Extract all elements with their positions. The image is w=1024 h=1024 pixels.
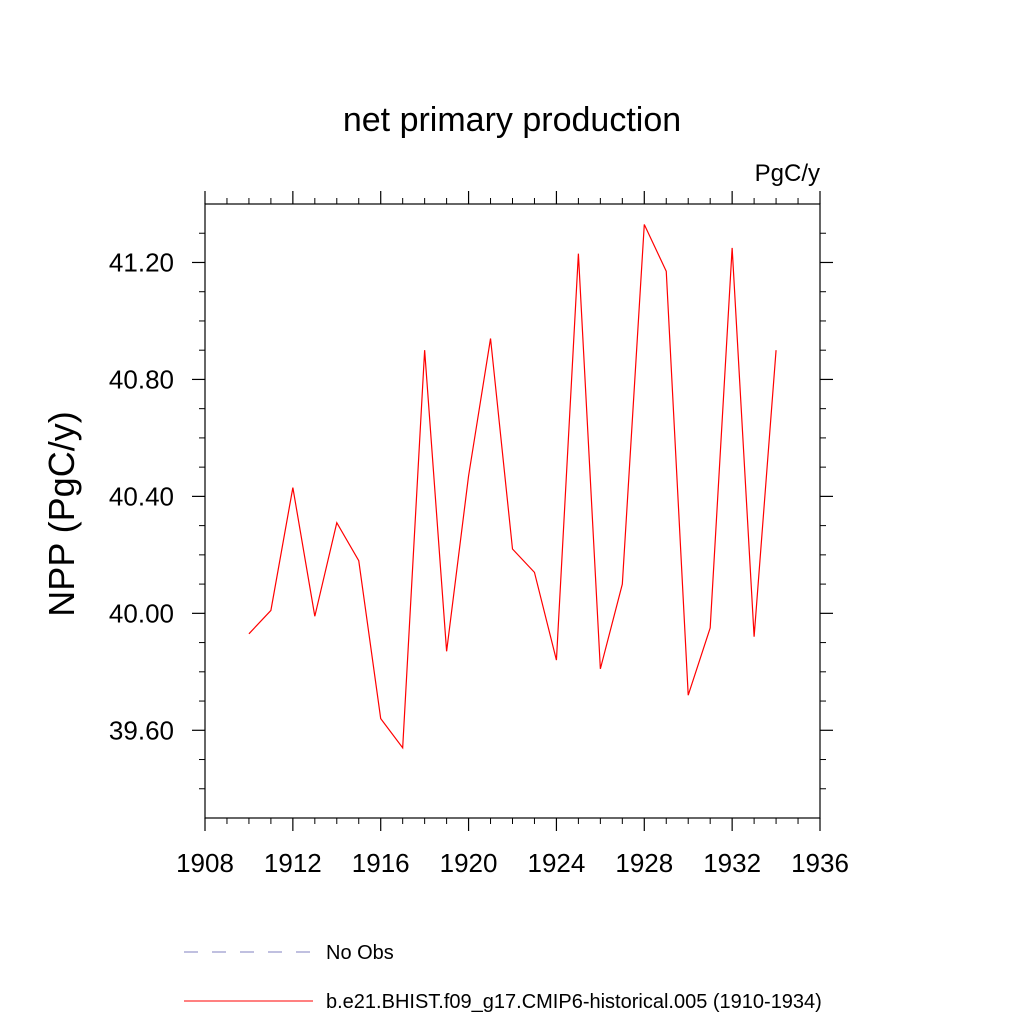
x-tick-label: 1932	[703, 848, 761, 878]
x-tick-label: 1908	[176, 848, 234, 878]
chart-title: net primary production	[343, 101, 681, 139]
x-tick-label: 1936	[791, 848, 849, 878]
units-label: PgC/y	[755, 160, 820, 187]
y-tick-label: 40.40	[109, 481, 174, 511]
series-line-npp	[248, 224, 777, 750]
y-tick-label: 40.00	[109, 598, 174, 628]
y-axis: 39.60 40.00 40.40 40.80 41.20	[109, 232, 833, 790]
x-tick-label: 1916	[352, 848, 410, 878]
legend-label: No Obs	[326, 942, 394, 964]
legend-label: b.e21.BHIST.f09_g17.CMIP6-historical.005…	[326, 991, 822, 1013]
x-tick-label: 1912	[264, 848, 322, 878]
y-axis-label: NPP (PgC/y)	[41, 411, 82, 616]
y-tick-label: 41.20	[109, 247, 174, 277]
x-tick-label: 1920	[440, 848, 498, 878]
x-axis: 1908 1912 1916 1920 1924 1928 1932 1936	[176, 191, 849, 878]
legend: No Obs b.e21.BHIST.f09_g17.CMIP6-historic…	[184, 942, 822, 1013]
y-tick-label: 39.60	[109, 715, 174, 745]
y-tick-label: 40.80	[109, 364, 174, 394]
x-tick-label: 1924	[528, 848, 586, 878]
series-layer	[248, 224, 777, 750]
x-tick-label: 1928	[615, 848, 673, 878]
